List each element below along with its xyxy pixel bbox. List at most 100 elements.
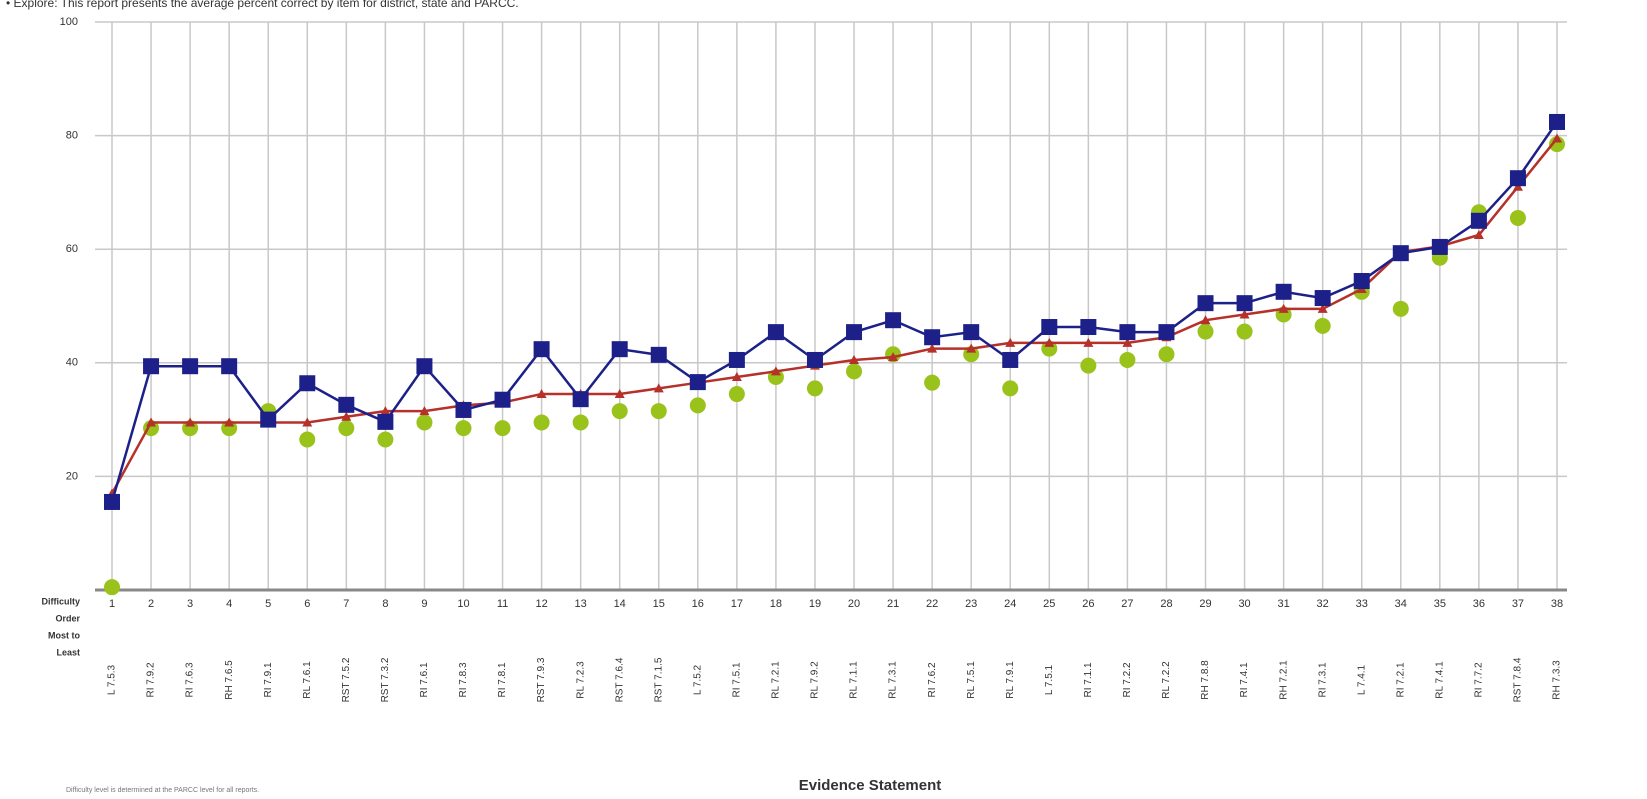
evidence-statement: RH 7.6.5 <box>224 660 235 700</box>
marker-circle <box>182 420 199 437</box>
evidence-statement: L 7.4.1 <box>1356 664 1367 695</box>
x-tick-label: 15 <box>653 598 665 610</box>
evidence-statement: RL 7.4.1 <box>1434 661 1445 699</box>
marker-square <box>416 358 433 375</box>
marker-triangle <box>1512 181 1523 191</box>
marker-triangle <box>1005 337 1016 347</box>
marker-circle <box>1197 323 1214 340</box>
evidence-statement: RST 7.1.5 <box>653 657 664 702</box>
marker-square <box>1236 295 1253 312</box>
y-tick-label: 100 <box>60 16 78 28</box>
y-tick-label: 80 <box>66 130 78 142</box>
x-tick-label: 10 <box>457 598 469 610</box>
y-tick-label: 60 <box>66 243 78 255</box>
marker-triangle <box>302 417 313 427</box>
marker-square <box>377 413 394 430</box>
evidence-statement: RST 7.9.3 <box>536 657 547 702</box>
x-tick-label: 22 <box>926 598 938 610</box>
marker-square <box>1041 319 1058 336</box>
marker-square <box>728 351 745 368</box>
x-tick-label: 2 <box>148 598 154 610</box>
marker-triangle <box>770 366 781 376</box>
evidence-statement: RH 7.8.8 <box>1200 660 1211 700</box>
marker-square <box>533 341 550 358</box>
evidence-statement: RL 7.9.1 <box>1005 661 1016 699</box>
row-label: Difficulty <box>41 596 80 606</box>
x-tick-label: 3 <box>187 598 193 610</box>
x-tick-label: 26 <box>1082 598 1094 610</box>
marker-circle <box>1392 300 1409 317</box>
x-tick-label: 34 <box>1395 598 1407 610</box>
marker-square <box>924 329 941 346</box>
marker-square <box>1002 351 1019 368</box>
x-axis-label: Evidence Statement <box>799 777 942 794</box>
marker-square <box>1314 290 1331 307</box>
marker-square <box>846 324 863 341</box>
evidence-statement: RST 7.8.4 <box>1513 657 1524 702</box>
marker-circle <box>1549 136 1565 153</box>
x-tick-label: 4 <box>226 598 232 610</box>
x-tick-label: 18 <box>770 598 782 610</box>
evidence-statement: RI 7.2.2 <box>1122 662 1133 697</box>
evidence-statement: L 7.5.3 <box>107 664 118 695</box>
marker-circle <box>338 420 355 437</box>
y-tick-label: 20 <box>66 470 78 482</box>
marker-circle <box>689 397 706 414</box>
marker-circle <box>963 346 980 363</box>
evidence-statement: L 7.5.1 <box>1044 664 1055 695</box>
marker-triangle <box>224 417 235 427</box>
marker-circle <box>455 420 472 437</box>
marker-triangle <box>1122 337 1133 347</box>
evidence-statement: RI 7.7.2 <box>1474 662 1485 697</box>
marker-triangle <box>966 343 977 353</box>
marker-circle <box>1002 380 1019 397</box>
x-tick-label: 36 <box>1473 598 1485 610</box>
marker-triangle <box>1200 315 1211 325</box>
marker-square <box>260 411 277 428</box>
marker-square <box>1509 170 1526 187</box>
marker-square <box>182 358 199 375</box>
marker-square <box>455 401 472 418</box>
marker-square <box>1197 295 1214 312</box>
marker-circle <box>1119 351 1136 368</box>
marker-square <box>1275 283 1292 300</box>
marker-triangle <box>146 417 157 427</box>
marker-square <box>1431 238 1448 255</box>
x-tick-label: 29 <box>1199 598 1211 610</box>
marker-circle <box>650 403 667 420</box>
evidence-statement: RI 7.6.1 <box>419 662 430 697</box>
marker-triangle <box>888 352 899 362</box>
marker-square <box>494 391 511 408</box>
marker-triangle <box>185 417 196 427</box>
evidence-statement: RI 7.1.1 <box>1083 662 1094 697</box>
marker-square <box>221 358 238 375</box>
evidence-statement: L 7.5.2 <box>692 664 703 695</box>
x-tick-label: 16 <box>692 598 704 610</box>
marker-triangle <box>1473 230 1484 239</box>
evidence-statement: RI 7.6.2 <box>927 662 938 697</box>
marker-square <box>650 346 667 363</box>
marker-triangle <box>731 372 742 381</box>
marker-triangle <box>536 389 547 399</box>
marker-square <box>611 341 628 358</box>
marker-circle <box>104 579 120 596</box>
x-tick-label: 6 <box>304 598 310 610</box>
x-tick-label: 28 <box>1160 598 1172 610</box>
x-tick-label: 38 <box>1551 598 1563 610</box>
marker-circle <box>1158 346 1175 363</box>
evidence-statement: RST 7.5.2 <box>341 657 352 702</box>
marker-circle <box>1080 357 1097 374</box>
x-tick-label: 21 <box>887 598 899 610</box>
evidence-statement: RI 7.6.3 <box>185 662 196 697</box>
x-tick-label: 5 <box>265 598 271 610</box>
marker-triangle <box>927 343 938 353</box>
marker-circle <box>1314 317 1331 334</box>
x-tick-label: 20 <box>848 598 860 610</box>
marker-triangle <box>341 411 352 421</box>
x-tick-label: 23 <box>965 598 977 610</box>
marker-triangle <box>1044 337 1055 347</box>
x-tick-label: 8 <box>382 598 388 610</box>
evidence-statement: RI 7.9.2 <box>146 662 157 697</box>
marker-triangle <box>380 406 391 416</box>
